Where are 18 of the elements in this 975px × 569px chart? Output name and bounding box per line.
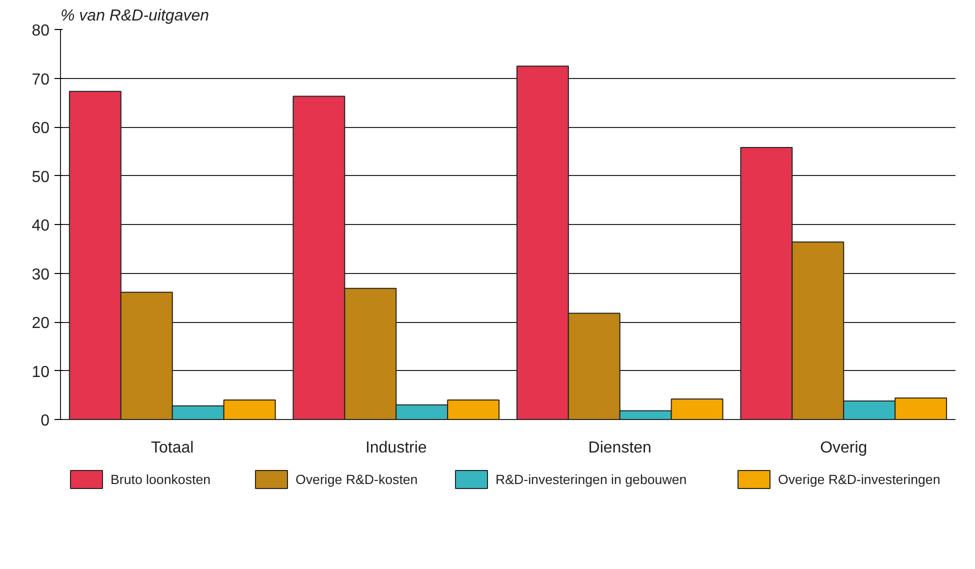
y-tick-label: 60 [32, 120, 50, 137]
y-tick-label: 80 [32, 22, 50, 40]
y-tick-label: 0 [40, 412, 50, 430]
y-tick-label: 10 [32, 364, 50, 381]
x-tick-label: Totaal [151, 440, 194, 456]
y-tick-label: 20 [32, 315, 50, 332]
y-axis-title: % van R&D-uitgaven [60, 8, 210, 24]
legend-label: R&D-investeringen in gebouwen [496, 472, 687, 487]
y-tick-label: 40 [32, 218, 50, 234]
y-tick-label: 70 [32, 71, 50, 88]
y-tick-label: 30 [32, 266, 50, 284]
x-tick-label: Overig [820, 440, 868, 456]
x-tick-label: Industrie [365, 440, 427, 456]
legend-label: Overige R&D-investeringen [778, 472, 940, 487]
y-tick-label: 50 [32, 168, 50, 186]
legend-label: Overige R&D-kosten [296, 472, 418, 487]
legend-label: Bruto loonkosten [110, 472, 211, 487]
x-tick-label: Diensten [588, 440, 652, 456]
